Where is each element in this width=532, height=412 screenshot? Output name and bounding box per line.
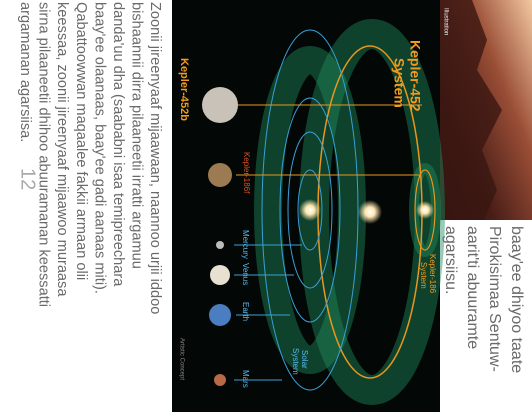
- planet-label: Mars: [241, 370, 250, 388]
- page: Illustration baay'ee dhiyoo taate Piroki…: [0, 0, 532, 412]
- star: [358, 200, 382, 224]
- body-line: baay'ee olaanaas, baay'ee gadi aanaas mi…: [91, 2, 107, 294]
- star: [416, 201, 434, 219]
- system-label: System: [291, 348, 300, 375]
- system-title: System: [391, 58, 407, 108]
- planet: [202, 87, 238, 123]
- planet: [210, 265, 230, 285]
- sidebar: baay'ee dhiyoo taate Pirokisimaa Sentuw-…: [442, 226, 525, 373]
- body-line: argamanan agarsiisa.: [17, 2, 33, 142]
- planet-label: Venus: [241, 263, 250, 285]
- body-text: Zoonii jireenyaaf mijaawaan, naannoo urj…: [17, 2, 163, 314]
- star: [299, 199, 321, 221]
- system-label: Kepler-186: [428, 254, 437, 294]
- body-line: Zoonii jireenyaaf mijaawaan, naannoo urj…: [147, 2, 163, 314]
- body-line: sirna pilaaneetii dhihoo abuuramanan kee…: [36, 2, 52, 307]
- planet: [208, 163, 232, 187]
- planet-label: Earth: [241, 302, 250, 321]
- system-label: Solar: [300, 350, 309, 369]
- figure-note: Artistic Concept: [178, 338, 184, 380]
- system-label: System: [419, 262, 428, 289]
- sidebar-line: aarit'ti abuuramte: [464, 226, 481, 349]
- planet: [214, 374, 226, 386]
- sidebar-line: Pirokisimaa Sentuw-: [486, 226, 503, 372]
- planet-label: Kepler-452b: [178, 58, 190, 121]
- planet: [216, 241, 224, 249]
- body-line: bishaannii dirra pilaaneetii irratti arg…: [129, 2, 145, 269]
- page-number: 12: [17, 168, 39, 190]
- body-line: danda'uu dha (saababni isaa temipreechar…: [110, 2, 126, 287]
- planet: [209, 304, 231, 326]
- sidebar-line: baay'ee dhiyoo taate: [508, 226, 525, 373]
- system-title: Kepler-452: [407, 40, 423, 112]
- body-line: Qabattoowwan maqaalee fakkii armaan olii: [73, 2, 89, 280]
- photo-credit: Illustration: [442, 8, 448, 35]
- planet-label: Mercury: [241, 230, 250, 259]
- page-svg: Illustration baay'ee dhiyoo taate Piroki…: [0, 0, 532, 412]
- body-line: keessaa, zoonii jireenyaaf mijaawoo mura…: [54, 2, 70, 297]
- figure: Kepler-452 System Kepler-186 System Kepl…: [172, 0, 440, 412]
- planet-label: Kepler-186f: [242, 152, 251, 194]
